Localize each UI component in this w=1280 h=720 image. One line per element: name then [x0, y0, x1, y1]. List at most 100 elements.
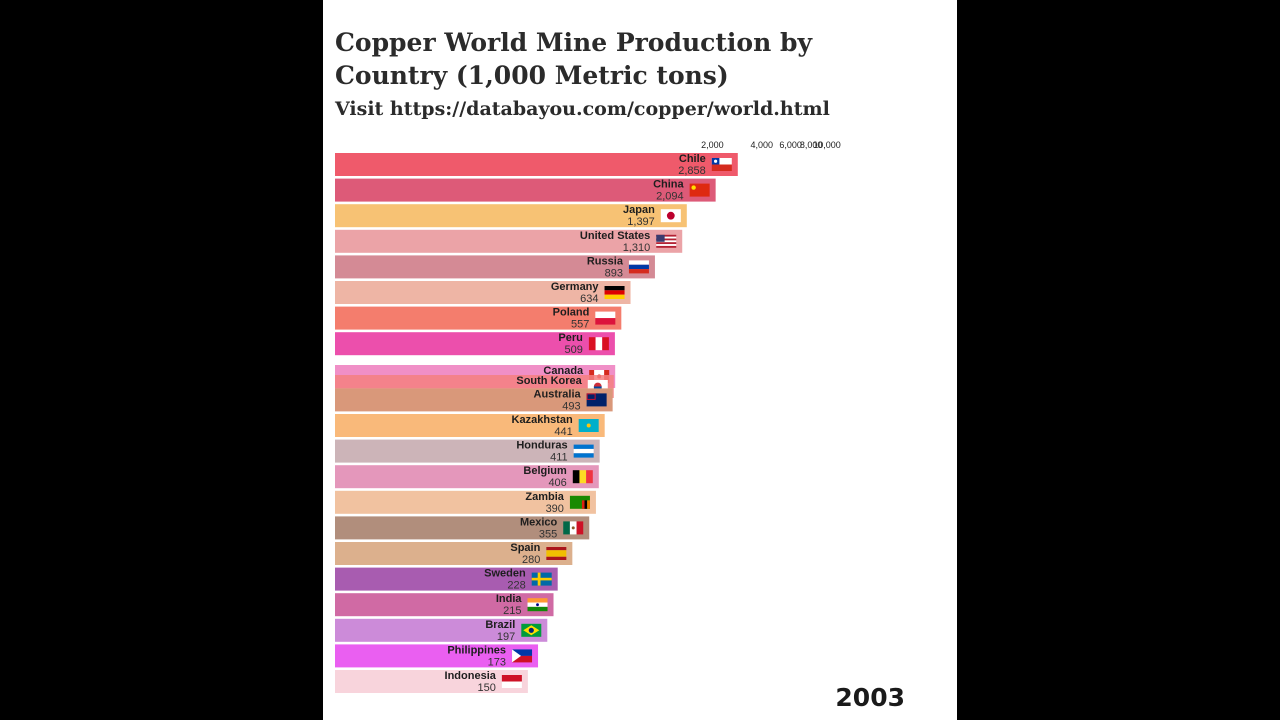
flag-part — [546, 547, 567, 551]
china-flag — [689, 183, 710, 197]
flag-part — [586, 423, 591, 428]
bar — [335, 388, 613, 412]
bar-value-label: 1,397 — [627, 216, 655, 228]
sweden-flag — [531, 572, 552, 586]
bar-country-label: Belgium — [523, 465, 567, 477]
tick-label: 2,000 — [701, 140, 724, 150]
brazil-flag — [521, 623, 542, 637]
flag-part — [656, 234, 677, 237]
bar-country-label: Honduras — [516, 440, 567, 452]
bar — [335, 593, 554, 617]
poland-flag — [595, 311, 616, 325]
flag-part — [546, 556, 567, 560]
flag-part — [656, 234, 665, 242]
flag-part — [628, 260, 649, 265]
flag-part — [501, 675, 522, 682]
flag-part — [656, 245, 677, 248]
bar — [335, 281, 631, 304]
flag-part — [512, 649, 522, 663]
bar — [335, 670, 528, 693]
tick-label: 6,000 — [779, 140, 802, 150]
kazakhstan-flag — [578, 419, 599, 432]
bar-value-label: 557 — [571, 319, 589, 331]
australia-flag — [586, 393, 607, 407]
zambia-flag — [569, 495, 590, 509]
bar — [335, 644, 539, 668]
flag-part — [572, 470, 580, 484]
bar-country-label: Germany — [551, 281, 600, 293]
bar-value-label: 150 — [478, 682, 496, 694]
flag-part — [587, 394, 595, 399]
bar-country-label: China — [653, 179, 684, 191]
bar — [335, 255, 655, 279]
bar-country-label: Canada — [543, 365, 584, 377]
flag-part — [579, 470, 587, 484]
bar-country-label: Japan — [623, 204, 655, 216]
spain-flag — [546, 547, 567, 560]
bar-country-label: United States — [580, 230, 650, 242]
flag-part — [656, 244, 677, 246]
bar-value-label: 634 — [580, 293, 598, 305]
flag-part — [528, 627, 534, 633]
philippines-flag — [512, 649, 533, 663]
indonesia-flag — [501, 675, 522, 688]
chart-title: Copper World Mine Production by Country … — [335, 28, 812, 90]
bar-value-label: 2,094 — [656, 191, 684, 203]
bar-country-label: Poland — [553, 307, 590, 319]
mexico-flag — [563, 521, 584, 535]
bar-value-label: 893 — [605, 267, 623, 279]
bar — [335, 618, 548, 642]
tick-label: 4,000 — [750, 140, 773, 150]
japan-flag — [660, 209, 681, 223]
tick-label: 8,000 — [800, 140, 823, 150]
flag-part — [595, 311, 616, 319]
bar-country-label: Russia — [587, 255, 624, 267]
flag-part — [713, 159, 718, 163]
belgium-flag — [572, 470, 593, 484]
peru-flag — [588, 337, 609, 351]
flag-part — [527, 606, 548, 612]
flag-part — [656, 242, 677, 245]
honduras-flag — [573, 444, 594, 458]
bar-value-label: 1,310 — [623, 242, 651, 254]
bar-country-label: South Korea — [516, 375, 582, 387]
flag-part — [656, 240, 677, 243]
bar — [335, 332, 615, 356]
flag-part — [666, 211, 675, 220]
bar — [335, 229, 683, 253]
bar — [335, 567, 558, 591]
bar-value-label: 390 — [546, 503, 564, 515]
bar — [335, 542, 573, 565]
bar-value-label: 441 — [554, 426, 572, 438]
flag-part — [689, 183, 710, 197]
flag-part — [604, 286, 625, 291]
bar — [335, 439, 600, 463]
bar-value-label: 228 — [507, 580, 525, 592]
chart-panel: Copper World Mine Production by Country … — [323, 0, 957, 720]
bar-country-label: Mexico — [520, 516, 558, 528]
bar-value-label: 411 — [550, 452, 568, 464]
flag-part — [602, 337, 609, 351]
flag-part — [595, 337, 603, 351]
bar — [335, 465, 599, 489]
flag-part — [604, 290, 625, 295]
flag-part — [573, 448, 594, 454]
flag-part — [571, 526, 575, 530]
flag-part — [584, 500, 588, 509]
bar-value-label: 2,858 — [678, 165, 706, 177]
bar-country-label: Zambia — [525, 491, 564, 503]
